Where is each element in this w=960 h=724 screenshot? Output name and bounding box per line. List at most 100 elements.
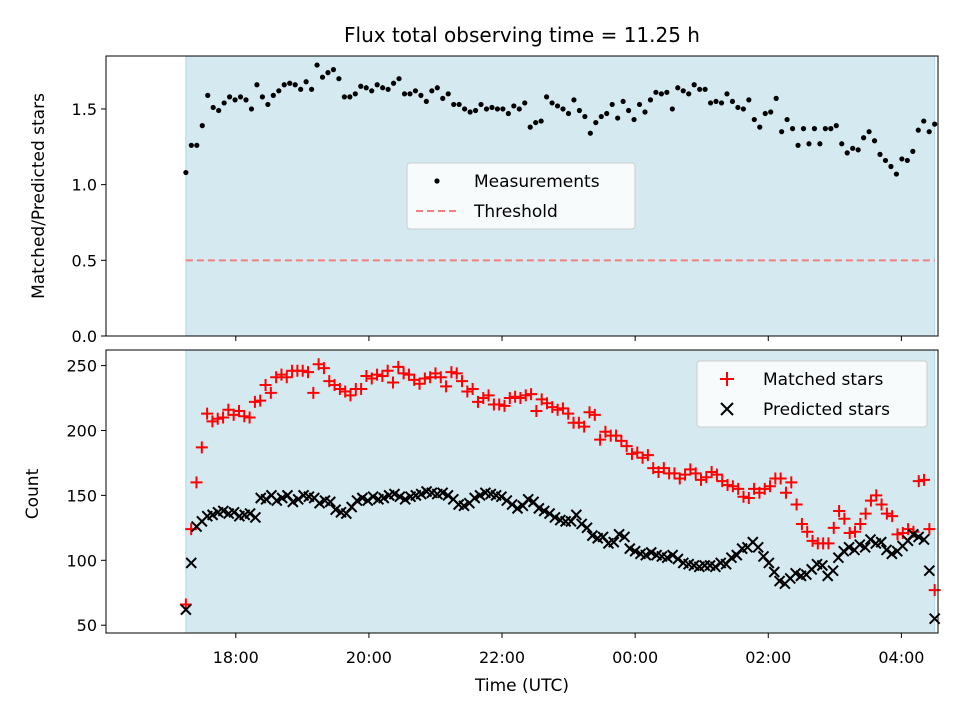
matched-star-point xyxy=(270,371,283,384)
matched-star-point xyxy=(875,498,888,511)
measurement-point xyxy=(205,92,211,98)
matched-star-point xyxy=(514,392,527,405)
matched-star-point xyxy=(503,392,516,405)
matched-star-point xyxy=(434,371,447,384)
matched-star-point xyxy=(918,473,931,486)
matched-star-point xyxy=(689,467,702,480)
measurement-point xyxy=(440,95,446,101)
matched-star-point xyxy=(859,507,872,520)
matched-star-point xyxy=(588,408,601,421)
measurement-point xyxy=(762,110,768,117)
measurement-point xyxy=(861,135,867,141)
predicted-star-point xyxy=(763,557,775,569)
matched-star-point xyxy=(758,482,771,495)
measurement-point xyxy=(844,150,850,156)
measurement-point xyxy=(877,151,883,157)
matched-star-point xyxy=(546,401,559,414)
measurement-point xyxy=(243,97,249,103)
matched-star-point xyxy=(891,528,904,541)
matched-star-point xyxy=(721,479,734,492)
measurement-point xyxy=(768,109,774,115)
measurement-point xyxy=(330,67,337,73)
measurement-point xyxy=(199,123,205,129)
measurement-point xyxy=(828,126,834,132)
matched-star-point xyxy=(450,367,463,380)
matched-star-point xyxy=(217,411,230,424)
matched-star-point xyxy=(631,446,644,459)
measurement-point xyxy=(795,142,801,148)
matched-star-point xyxy=(195,441,208,454)
measurement-point xyxy=(319,74,326,80)
predicted-star-point xyxy=(816,559,829,572)
legend-predicted-label: Predicted stars xyxy=(763,400,890,420)
measurement-point xyxy=(237,94,244,100)
legend-predicted-marker xyxy=(720,402,734,416)
measurement-point xyxy=(576,107,583,114)
matched-star-point xyxy=(641,449,654,462)
measurement-point xyxy=(216,107,222,114)
measurement-point xyxy=(385,86,391,92)
measurement-point xyxy=(554,103,561,109)
measurement-point xyxy=(833,123,839,129)
matched-star-point xyxy=(854,517,867,530)
matched-star-point xyxy=(785,476,798,489)
matched-star-point xyxy=(248,395,261,408)
measurement-point xyxy=(226,94,233,100)
matched-star-point xyxy=(376,369,389,382)
matched-star-point xyxy=(583,406,596,419)
measurement-point xyxy=(740,106,746,112)
measurements-series xyxy=(183,62,938,177)
matched-star-point xyxy=(578,420,591,433)
matched-star-point xyxy=(243,411,256,424)
top-legend: Measurements Threshold xyxy=(406,162,636,230)
measurement-point xyxy=(675,85,681,91)
ratio-panel: 0.0 0.5 1.0 1.5 Matched/Predicted stars Mea… xyxy=(29,55,939,346)
matched-star-point xyxy=(774,472,787,485)
matched-star-point xyxy=(493,398,506,411)
y-tick-label: 1.5 xyxy=(72,100,97,119)
measurement-point xyxy=(593,119,599,126)
measurement-point xyxy=(850,145,856,151)
matched-star-point xyxy=(880,507,893,520)
measurement-point xyxy=(374,82,380,88)
matched-star-point xyxy=(254,394,267,407)
measurement-point xyxy=(390,80,397,86)
predicted-star-point xyxy=(838,545,850,557)
matched-star-point xyxy=(806,534,819,547)
matched-star-point xyxy=(333,382,346,395)
matched-star-point xyxy=(413,377,426,390)
matched-star-point xyxy=(317,362,330,375)
measurement-point xyxy=(839,141,845,147)
matched-star-point xyxy=(190,476,203,489)
predicted-star-point xyxy=(709,561,722,573)
predicted-star-point xyxy=(501,494,513,507)
matched-stars-series xyxy=(179,358,941,611)
bottom-axes-frame xyxy=(105,349,939,634)
bottom-legend: Matched stars Predicted stars xyxy=(696,360,928,428)
matched-star-point xyxy=(456,375,469,388)
x-tick-label: 00:00 xyxy=(612,648,658,667)
measurement-point xyxy=(276,88,282,94)
y-tick-label: 150 xyxy=(66,486,97,505)
measurement-point xyxy=(620,98,626,105)
measurement-point xyxy=(434,85,440,91)
matched-star-point xyxy=(610,429,623,442)
matched-star-point xyxy=(822,537,835,550)
measurement-point xyxy=(325,70,331,76)
matched-star-point xyxy=(843,527,856,540)
measurement-point xyxy=(686,91,692,97)
x-tick-label: 04:00 xyxy=(878,648,924,667)
predicted-star-point xyxy=(244,507,256,520)
matched-star-point xyxy=(625,447,638,460)
matched-star-point xyxy=(742,491,755,504)
bottom-y-axis-label: Count xyxy=(23,468,43,519)
measurement-point xyxy=(401,91,408,97)
matched-star-point xyxy=(498,399,511,412)
matched-star-point xyxy=(556,402,569,415)
x-tick-label: 18:00 xyxy=(213,648,259,667)
matched-star-point xyxy=(371,368,384,381)
predicted-star-point xyxy=(185,557,197,569)
measurement-point xyxy=(658,91,664,97)
matched-star-point xyxy=(710,468,723,481)
